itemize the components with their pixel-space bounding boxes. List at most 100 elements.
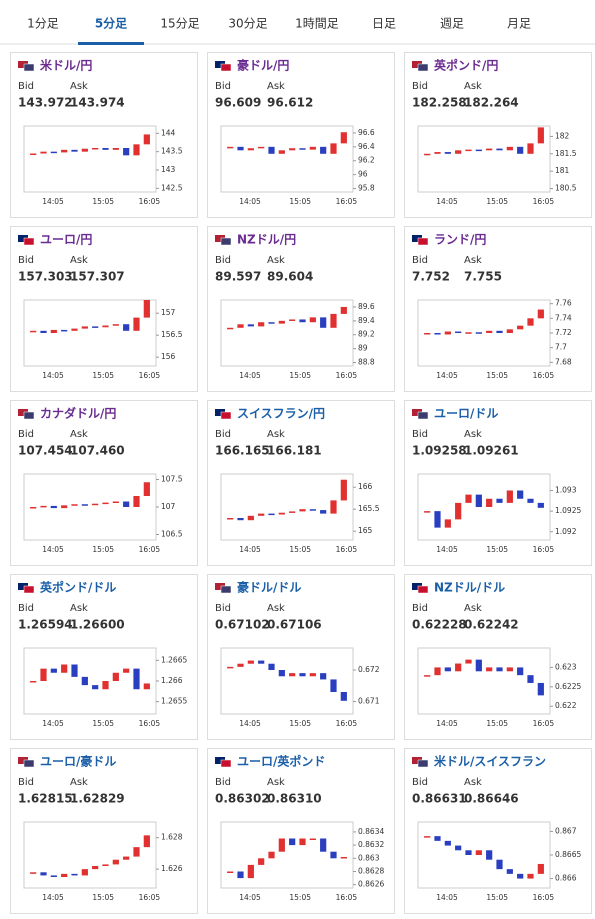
candle [527, 675, 534, 683]
x-tick-label: 14:05 [42, 893, 64, 902]
candle [309, 838, 316, 840]
candle [330, 313, 337, 328]
tab[interactable]: 15分足 [160, 17, 199, 31]
candle [309, 317, 316, 323]
candle [40, 151, 47, 154]
ask-label: Ask [464, 255, 482, 266]
candle [112, 324, 119, 326]
candle [278, 512, 285, 515]
candle [81, 326, 88, 329]
candle [299, 319, 306, 323]
bid-value: 182.258 [412, 96, 467, 110]
candle [289, 673, 296, 677]
y-tick-label: 142.5 [161, 183, 183, 192]
flag [18, 235, 28, 242]
pair-title[interactable]: 豪ドル/ドル [237, 580, 301, 595]
candle [92, 685, 99, 690]
flag [23, 411, 35, 420]
tab[interactable]: 週足 [440, 17, 464, 31]
candle [92, 866, 99, 870]
pair-title[interactable]: ユーロ/円 [40, 233, 92, 247]
candle [237, 663, 244, 667]
pair-title[interactable]: ユーロ/ドル [434, 407, 498, 421]
flag [412, 757, 422, 764]
y-tick-label: 143.5 [161, 147, 183, 156]
candle [486, 330, 493, 333]
ask-value: 7.755 [464, 270, 502, 284]
x-tick-label: 16:05 [533, 893, 555, 902]
candle [102, 148, 109, 150]
pair-title[interactable]: 豪ドル/円 [237, 58, 289, 73]
pair-title[interactable]: 米ドル/円 [40, 58, 92, 73]
candle [330, 500, 337, 514]
y-tick-label: 7.72 [555, 328, 572, 337]
candle [61, 505, 68, 509]
x-tick-label: 15:05 [289, 197, 311, 206]
x-tick-label: 15:05 [289, 371, 311, 380]
candle [320, 146, 327, 154]
x-tick-label: 14:05 [239, 545, 261, 554]
candle [506, 329, 513, 333]
candle [143, 300, 150, 318]
candle [424, 333, 431, 335]
pair-title[interactable]: ユーロ/英ポンド [237, 754, 325, 769]
tab[interactable]: 月足 [507, 17, 531, 31]
y-tick-label: 96.2 [358, 156, 375, 165]
bid-value: 0.86302 [215, 792, 270, 806]
pair-title[interactable]: 米ドル/スイスフラン [434, 754, 546, 769]
bid-value: 1.26594 [18, 618, 73, 632]
chart-frame [23, 125, 157, 193]
candle [227, 666, 234, 669]
x-tick-label: 15:05 [289, 893, 311, 902]
y-tick-label: 1.2655 [161, 697, 187, 706]
pair-title[interactable]: NZドル/円 [237, 233, 296, 247]
ask-value: 0.67106 [267, 618, 322, 632]
candle [455, 150, 462, 154]
tab[interactable]: 30分足 [228, 17, 267, 31]
pair-title[interactable]: NZドル/ドル [434, 581, 505, 595]
pair-title[interactable]: ランド/円 [434, 233, 486, 247]
flag [18, 757, 28, 764]
candle [475, 850, 482, 855]
flag [215, 757, 225, 764]
pair-title[interactable]: スイスフラン/円 [237, 407, 325, 421]
pair-title[interactable]: 英ポンド/ドル [40, 580, 116, 595]
ask-value: 1.62829 [70, 792, 125, 806]
y-tick-label: 156 [161, 352, 176, 361]
candle [247, 324, 254, 327]
tab[interactable]: 1分足 [27, 17, 59, 31]
x-tick-label: 15:05 [486, 719, 508, 728]
candle [133, 496, 140, 507]
candle [506, 667, 513, 672]
candle [40, 668, 47, 681]
tab[interactable]: 1時間足 [295, 17, 339, 31]
candle [309, 146, 316, 150]
candle [330, 851, 337, 859]
candle [40, 505, 47, 508]
candle [434, 511, 441, 528]
x-tick-label: 16:05 [336, 371, 358, 380]
candle [143, 835, 150, 848]
candle [50, 329, 57, 333]
ask-label: Ask [267, 603, 285, 614]
candle [475, 494, 482, 507]
x-tick-label: 16:05 [336, 893, 358, 902]
y-tick-label: 165.5 [358, 504, 380, 513]
candle [475, 149, 482, 152]
candle [517, 667, 524, 676]
tab[interactable]: 5分足 [95, 16, 127, 31]
candle [434, 667, 441, 676]
pair-title[interactable]: カナダドル/円 [40, 406, 116, 421]
x-tick-label: 16:05 [139, 197, 161, 206]
candle [309, 673, 316, 677]
y-tick-label: 7.7 [555, 343, 567, 352]
candle [143, 134, 150, 145]
tab[interactable]: 日足 [372, 17, 396, 31]
candle [143, 683, 150, 690]
candle [496, 330, 503, 333]
pair-title[interactable]: 英ポンド/円 [434, 58, 498, 73]
candle [50, 668, 57, 673]
pair-title[interactable]: ユーロ/豪ドル [40, 754, 116, 769]
candle [258, 858, 265, 865]
